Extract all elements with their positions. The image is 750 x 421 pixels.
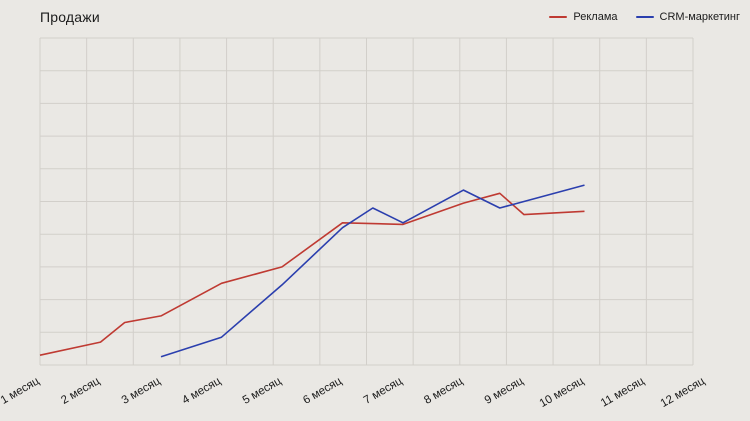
line-chart-svg: 1 месяц 2 месяц 3 месяц 4 месяц 5 месяц 6 мес…: [0, 37, 708, 410]
chart-legend: Реклама CRM-маркетинг: [549, 11, 740, 23]
x-axis-label: 9 месяц: [483, 375, 526, 407]
chart-plot-area: 1 месяц 2 месяц 3 месяц 4 месяц 5 месяц 6 мес…: [0, 34, 750, 421]
x-axis-label: 5 месяц: [241, 375, 284, 407]
x-axis-label: 10 месяц: [538, 375, 587, 410]
x-axis-label: 6 месяц: [301, 375, 344, 407]
series-line-0: [39, 192, 585, 356]
x-axis-label: 4 месяц: [180, 375, 223, 407]
legend-item-crm-marketing[interactable]: CRM-маркетинг: [635, 11, 740, 23]
legend-swatch-blue: [635, 16, 654, 18]
series-line-1: [160, 184, 585, 358]
legend-item-reklama[interactable]: Реклама: [549, 11, 618, 23]
legend-swatch-red: [549, 16, 568, 18]
x-axis-label: 12 месяц: [659, 375, 708, 410]
x-axis-label: 3 месяц: [120, 375, 163, 407]
chart-title: Продажи: [40, 9, 100, 25]
x-axis-label: 2 месяц: [59, 375, 102, 407]
chart-header: Продажи Реклама CRM-маркетинг: [0, 0, 750, 34]
x-axis-label: 1 месяц: [0, 375, 42, 407]
x-axis-label: 11 месяц: [599, 375, 647, 410]
legend-label: Реклама: [573, 11, 618, 23]
legend-label: CRM-маркетинг: [659, 11, 740, 23]
x-axis-label: 8 месяц: [422, 375, 465, 407]
x-axis-label: 7 месяц: [362, 375, 405, 407]
